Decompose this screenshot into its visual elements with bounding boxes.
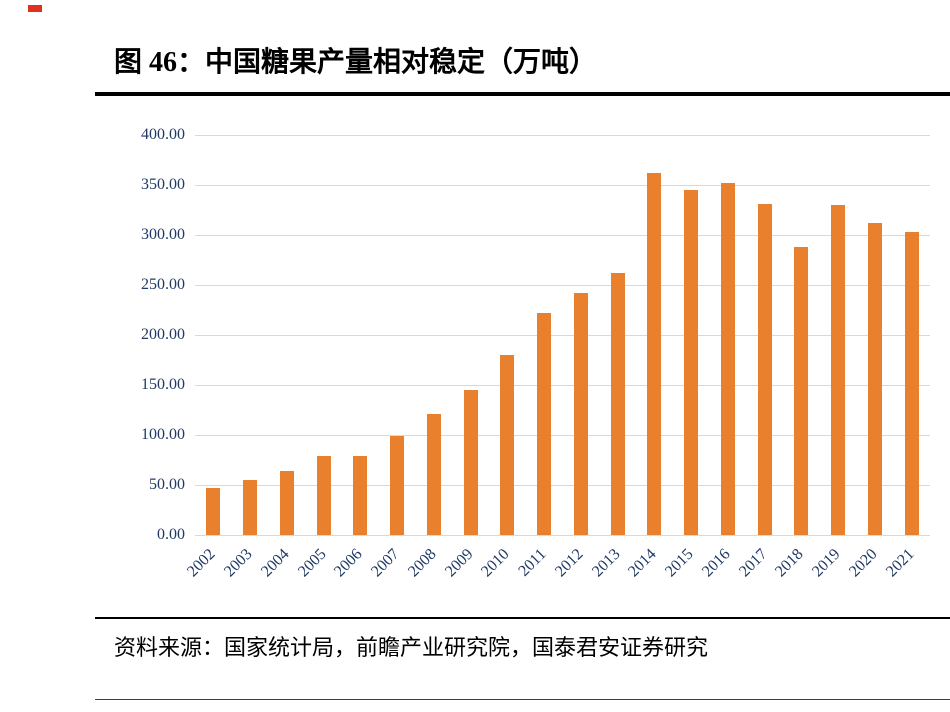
- bar-2004: [279, 471, 294, 535]
- y-tick-label: 150.00: [141, 376, 185, 393]
- bar-2002: [206, 488, 221, 535]
- gridline: [195, 284, 930, 286]
- bar-2011: [537, 313, 552, 535]
- bar-2018: [794, 247, 809, 535]
- bar-2017: [757, 204, 772, 535]
- y-tick-label: 100.00: [141, 426, 185, 443]
- gridline: [195, 534, 930, 536]
- bar-2009: [463, 390, 478, 535]
- bar-2020: [867, 223, 882, 535]
- y-tick-label: 400.00: [141, 126, 185, 143]
- red-corner-mark: [28, 5, 42, 12]
- y-tick-label: 50.00: [149, 476, 185, 493]
- bar-2006: [353, 456, 368, 535]
- bar-2013: [610, 273, 625, 535]
- source-rule: [95, 617, 950, 619]
- source-text: 资料来源：国家统计局，前瞻产业研究院，国泰君安证券研究: [114, 635, 709, 660]
- gridline: [195, 234, 930, 236]
- bar-2005: [316, 456, 331, 535]
- gridline: [195, 384, 930, 386]
- bar-2019: [831, 205, 846, 535]
- y-tick-label: 250.00: [141, 276, 185, 293]
- title-rule: [95, 92, 950, 96]
- gridline: [195, 334, 930, 336]
- y-tick-label: 0.00: [157, 526, 185, 543]
- gridline: [195, 484, 930, 486]
- gridline: [195, 134, 930, 136]
- bar-2015: [684, 190, 699, 535]
- bar-2003: [243, 480, 258, 535]
- bar-2014: [647, 173, 662, 535]
- y-tick-label: 300.00: [141, 226, 185, 243]
- bar-2010: [500, 355, 515, 535]
- bar-2016: [720, 183, 735, 535]
- plot-area: [195, 134, 930, 536]
- y-tick-label: 200.00: [141, 326, 185, 343]
- bar-2021: [904, 232, 919, 535]
- y-tick-label: 350.00: [141, 176, 185, 193]
- gridline: [195, 434, 930, 436]
- bottom-rule: [95, 699, 950, 700]
- figure-title: 图 46：中国糖果产量相对稳定（万吨）: [114, 47, 598, 78]
- bar-2008: [426, 414, 441, 535]
- bar-2012: [573, 293, 588, 535]
- bar-2007: [390, 436, 405, 535]
- gridline: [195, 184, 930, 186]
